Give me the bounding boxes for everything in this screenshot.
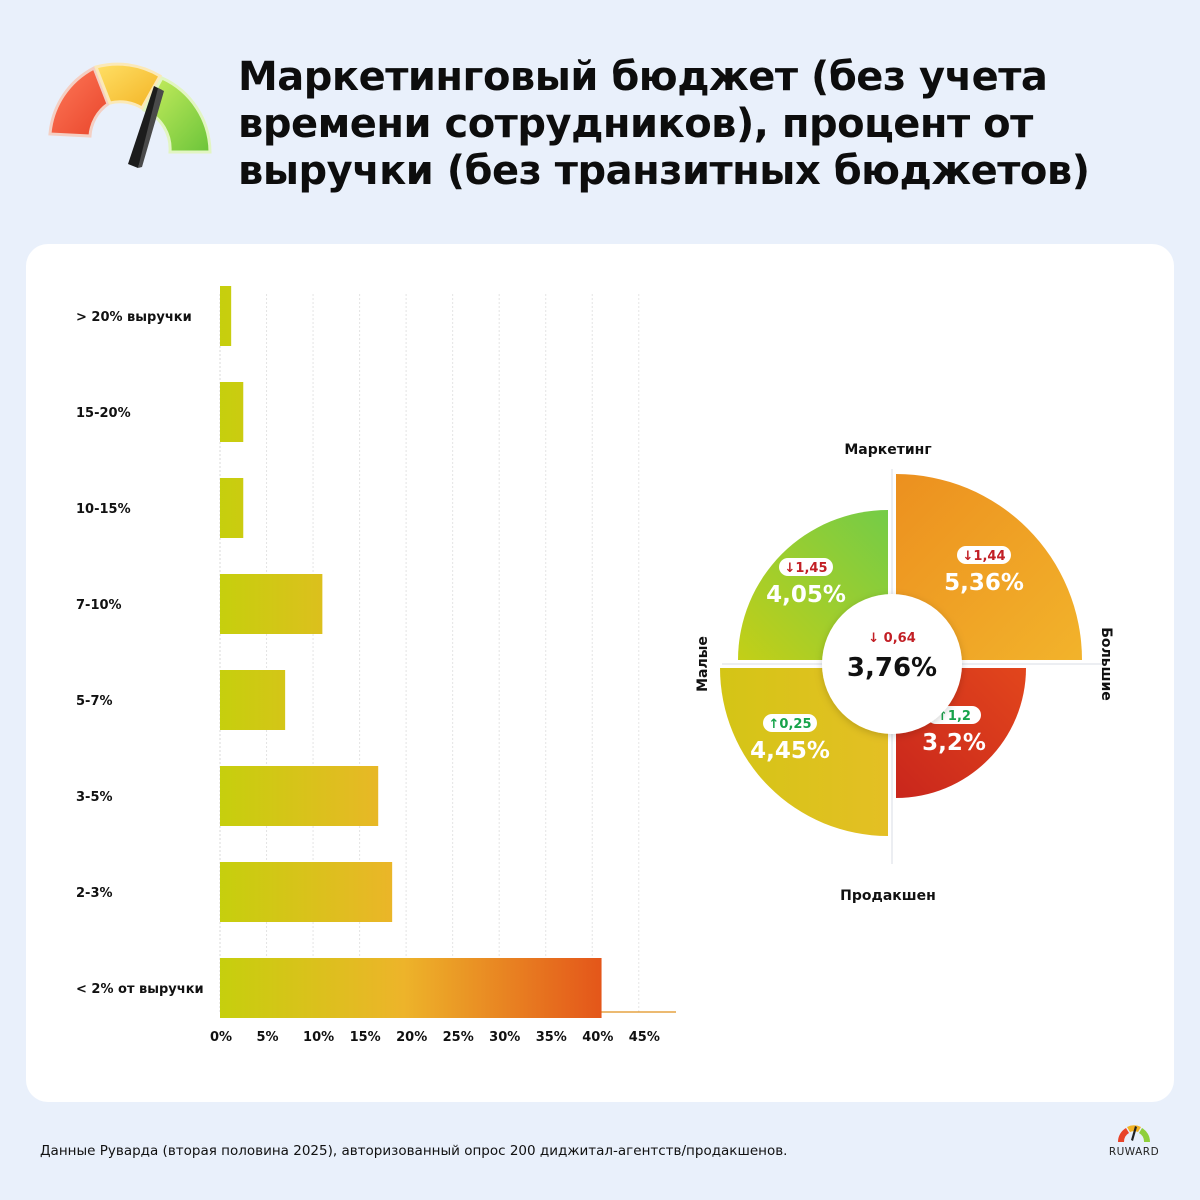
center-delta: ↓ 0,64: [868, 631, 916, 646]
bar: [220, 382, 244, 442]
x-tick-label: 5%: [257, 1030, 279, 1045]
x-tick-label: 20%: [396, 1030, 427, 1045]
x-tick-label: 40%: [582, 1030, 613, 1045]
brand-logo: RUWARD: [1104, 1122, 1164, 1162]
x-tick-label: 10%: [303, 1030, 334, 1045]
x-tick-label: 0%: [210, 1030, 232, 1045]
brand-name: RUWARD: [1108, 1146, 1160, 1158]
category-label: 3-5%: [76, 790, 113, 805]
delta-label: ↑1,2: [937, 709, 971, 724]
quadrant-value: 4,05%: [766, 582, 846, 608]
quadrant-value: 3,2%: [922, 730, 986, 756]
bar: [220, 766, 379, 826]
delta-label: ↑0,25: [769, 717, 812, 732]
x-tick-label: 45%: [629, 1030, 660, 1045]
footer-note: Данные Руварда (вторая половина 2025), а…: [40, 1143, 788, 1159]
category-label: 15-20%: [76, 406, 131, 421]
x-tick-label: 35%: [536, 1030, 567, 1045]
bar: [220, 286, 232, 346]
quadrant-top-right: [896, 474, 1082, 660]
chart-card: > 20% выручки 15-20% 10-15% 7-10% 5-7% 3-5% 2-…: [26, 244, 1174, 1102]
delta-pill: [957, 546, 1011, 564]
center-value: 3,76%: [847, 653, 937, 683]
axis-label-left: Малые: [695, 636, 711, 692]
category-label: 7-10%: [76, 598, 122, 613]
bar: [220, 478, 244, 538]
delta-pill: [779, 558, 833, 576]
brand-gauge-icon: [1117, 1125, 1151, 1142]
bar: [220, 574, 323, 634]
delta-label: ↓1,45: [785, 561, 828, 576]
page-title: Маркетинговый бюджет (без учета времени …: [238, 54, 1090, 194]
center-circle: [822, 594, 962, 734]
category-label: 5-7%: [76, 694, 113, 709]
quadrant-value: 4,45%: [750, 738, 830, 764]
category-label: < 2% от выручки: [76, 982, 204, 997]
gauge-logo-icon: [48, 62, 212, 168]
category-label: > 20% выручки: [76, 310, 192, 325]
axis-label-right: Большие: [1098, 627, 1114, 701]
x-tick-label: 30%: [489, 1030, 520, 1045]
bar: [220, 862, 393, 922]
x-tick-label: 15%: [350, 1030, 381, 1045]
bar: [220, 670, 286, 730]
delta-label: ↓1,44: [963, 549, 1006, 564]
category-label: 2-3%: [76, 886, 113, 901]
axis-label-bottom: Продакшен: [840, 888, 936, 904]
quadrant-value: 5,36%: [944, 570, 1024, 596]
category-label: 10-15%: [76, 502, 131, 517]
axis-label-top: Маркетинг: [844, 442, 931, 458]
x-tick-label: 25%: [443, 1030, 474, 1045]
delta-pill: [763, 714, 817, 732]
bar: [220, 958, 602, 1018]
bar-chart: > 20% выручки 15-20% 10-15% 7-10% 5-7% 3-5% 2-…: [76, 286, 1114, 1045]
